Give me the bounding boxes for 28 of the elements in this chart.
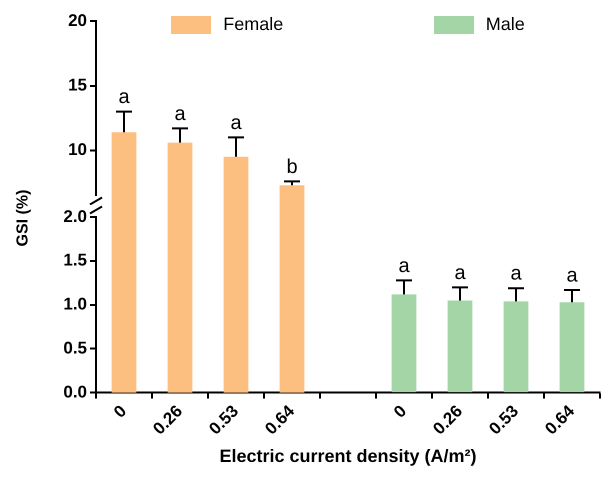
y-tick-label: 10: [68, 140, 87, 160]
y-axis-title: GSI (%): [14, 190, 32, 246]
legend-label: Male: [486, 14, 525, 35]
x-tick-label: 0.26: [429, 402, 466, 438]
legend-label: Female: [223, 14, 284, 35]
x-tick-label: 0.53: [485, 402, 522, 438]
data-label: a: [174, 102, 186, 125]
y-tick-label: 0.5: [63, 338, 87, 358]
y-tick-label: 15: [68, 75, 87, 94]
y-tick-label: 2.0: [63, 206, 87, 226]
x-tick-label: 0.64: [541, 401, 579, 438]
data-label: a: [230, 112, 242, 134]
y-tick-label: 20: [68, 10, 87, 30]
x-tick-label: 0.26: [149, 402, 186, 438]
data-label: a: [510, 262, 522, 285]
data-label: b: [286, 156, 298, 178]
y-tick-label: 1.0: [63, 294, 87, 314]
y-tick-label: 0.0: [63, 382, 87, 402]
data-label: a: [566, 264, 578, 286]
x-tick-label: 0.53: [205, 402, 242, 438]
data-label: a: [454, 262, 466, 284]
data-label: a: [118, 86, 130, 108]
x-tick-label: 0: [390, 402, 410, 422]
y-tick-label: 1.5: [63, 250, 87, 270]
x-axis-title: Electric current density (A/m²): [219, 446, 477, 466]
data-label: a: [398, 254, 410, 277]
x-tick-label: 0: [110, 402, 130, 422]
x-tick-label: 0.64: [261, 401, 299, 438]
